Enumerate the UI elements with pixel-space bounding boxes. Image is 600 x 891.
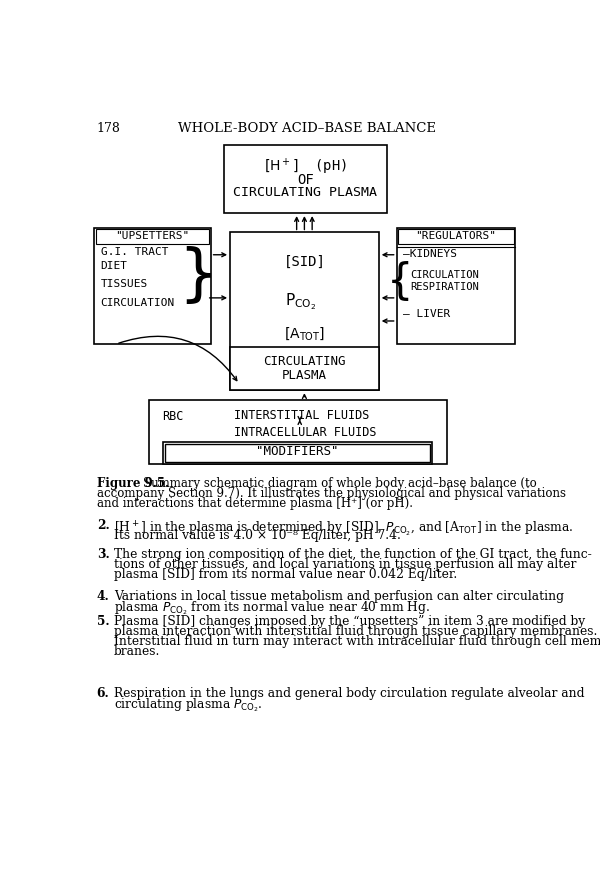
Text: [H$^+$] in the plasma is determined by [SID], $P_{\mathrm{CO}_2}$, and [A$_{\mat: [H$^+$] in the plasma is determined by [… <box>114 519 574 538</box>
Text: TISSUES: TISSUES <box>101 280 148 290</box>
Text: G.I. TRACT: G.I. TRACT <box>101 247 168 257</box>
Text: Figure 9.5.: Figure 9.5. <box>97 477 169 489</box>
Text: CIRCULATING: CIRCULATING <box>263 355 346 368</box>
Text: circulating plasma $P_{\mathrm{CO}_2}$.: circulating plasma $P_{\mathrm{CO}_2}$. <box>114 697 262 715</box>
Bar <box>224 145 386 213</box>
Text: CIRCULATING PLASMA: CIRCULATING PLASMA <box>233 186 377 200</box>
Text: $\mathrm{[A_{TOT}]}$: $\mathrm{[A_{TOT}]}$ <box>284 325 325 341</box>
Text: INTERSTITIAL FLUIDS: INTERSTITIAL FLUIDS <box>234 409 369 421</box>
Text: 6.: 6. <box>97 687 109 699</box>
Text: {: { <box>387 261 414 304</box>
Bar <box>163 442 432 464</box>
Text: "MODIFIERS": "MODIFIERS" <box>256 446 338 458</box>
Text: branes.: branes. <box>114 645 160 658</box>
Text: 3.: 3. <box>97 548 109 561</box>
Text: —KIDNEYS: —KIDNEYS <box>403 249 457 259</box>
Text: PLASMA: PLASMA <box>282 369 327 381</box>
Text: }: } <box>178 246 218 307</box>
Bar <box>398 229 514 244</box>
Text: WHOLE-BODY ACID–BASE BALANCE: WHOLE-BODY ACID–BASE BALANCE <box>179 122 437 135</box>
Text: "REGULATORS": "REGULATORS" <box>415 231 496 241</box>
Text: $\mathrm{P_{CO_2}}$: $\mathrm{P_{CO_2}}$ <box>285 291 316 313</box>
Text: accompany Section 9.7). It illustrates the physiological and physical variations: accompany Section 9.7). It illustrates t… <box>97 486 566 500</box>
Text: 178: 178 <box>97 122 121 135</box>
Bar <box>165 445 430 462</box>
Text: DIET: DIET <box>101 261 128 271</box>
Text: plasma $P_{\mathrm{CO}_2}$ from its normal value near 40 mm Hg.: plasma $P_{\mathrm{CO}_2}$ from its norm… <box>114 600 430 617</box>
Text: tions of other tissues, and local variations in tissue perfusion all may alter: tions of other tissues, and local variat… <box>114 558 576 571</box>
Text: CIRCULATION: CIRCULATION <box>101 298 175 308</box>
Text: "UPSETTERS": "UPSETTERS" <box>115 231 190 241</box>
Bar <box>230 233 379 390</box>
Text: — LIVER: — LIVER <box>403 308 450 319</box>
Bar <box>397 228 515 344</box>
Text: The strong ion composition of the diet, the function of the GI tract, the func-: The strong ion composition of the diet, … <box>114 548 592 561</box>
Bar <box>96 229 209 244</box>
Text: Interstitial fluid in turn may interact with intracellular fluid through cell me: Interstitial fluid in turn may interact … <box>114 635 600 648</box>
Text: Variations in local tissue metabolism and perfusion can alter circulating: Variations in local tissue metabolism an… <box>114 590 564 602</box>
Text: Respiration in the lungs and general body circulation regulate alveolar and: Respiration in the lungs and general bod… <box>114 687 584 699</box>
Text: 2.: 2. <box>97 519 109 532</box>
Text: Plasma [SID] changes imposed by the “upsetters” in item 3 are modified by: Plasma [SID] changes imposed by the “ups… <box>114 615 585 628</box>
Bar <box>94 228 211 344</box>
Text: plasma [SID] from its normal value near 0.042 Eq/liter.: plasma [SID] from its normal value near … <box>114 568 457 581</box>
Text: 4.: 4. <box>97 590 109 602</box>
Bar <box>149 399 447 464</box>
Text: plasma interaction with interstitial fluid through tissue capillary membranes.: plasma interaction with interstitial flu… <box>114 625 597 638</box>
Text: 5.: 5. <box>97 615 109 628</box>
Text: OF: OF <box>297 173 314 187</box>
Text: and interactions that determine plasma [H⁺] (or pH).: and interactions that determine plasma [… <box>97 496 413 510</box>
Text: $[\mathrm{H}^+]$  (pH): $[\mathrm{H}^+]$ (pH) <box>264 157 347 177</box>
Bar <box>230 347 379 390</box>
Text: RBC: RBC <box>163 410 184 423</box>
Text: Its normal value is 4.0 × 10⁻⁸ Eq/liter, pH 7.4.: Its normal value is 4.0 × 10⁻⁸ Eq/liter,… <box>114 529 401 542</box>
Text: Summary schematic diagram of whole body acid–base balance (to: Summary schematic diagram of whole body … <box>143 477 537 489</box>
Text: [SID]: [SID] <box>283 255 325 269</box>
Text: INTRACELLULAR FLUIDS: INTRACELLULAR FLUIDS <box>234 427 376 439</box>
Text: CIRCULATION: CIRCULATION <box>410 270 479 280</box>
Text: RESPIRATION: RESPIRATION <box>410 282 479 292</box>
